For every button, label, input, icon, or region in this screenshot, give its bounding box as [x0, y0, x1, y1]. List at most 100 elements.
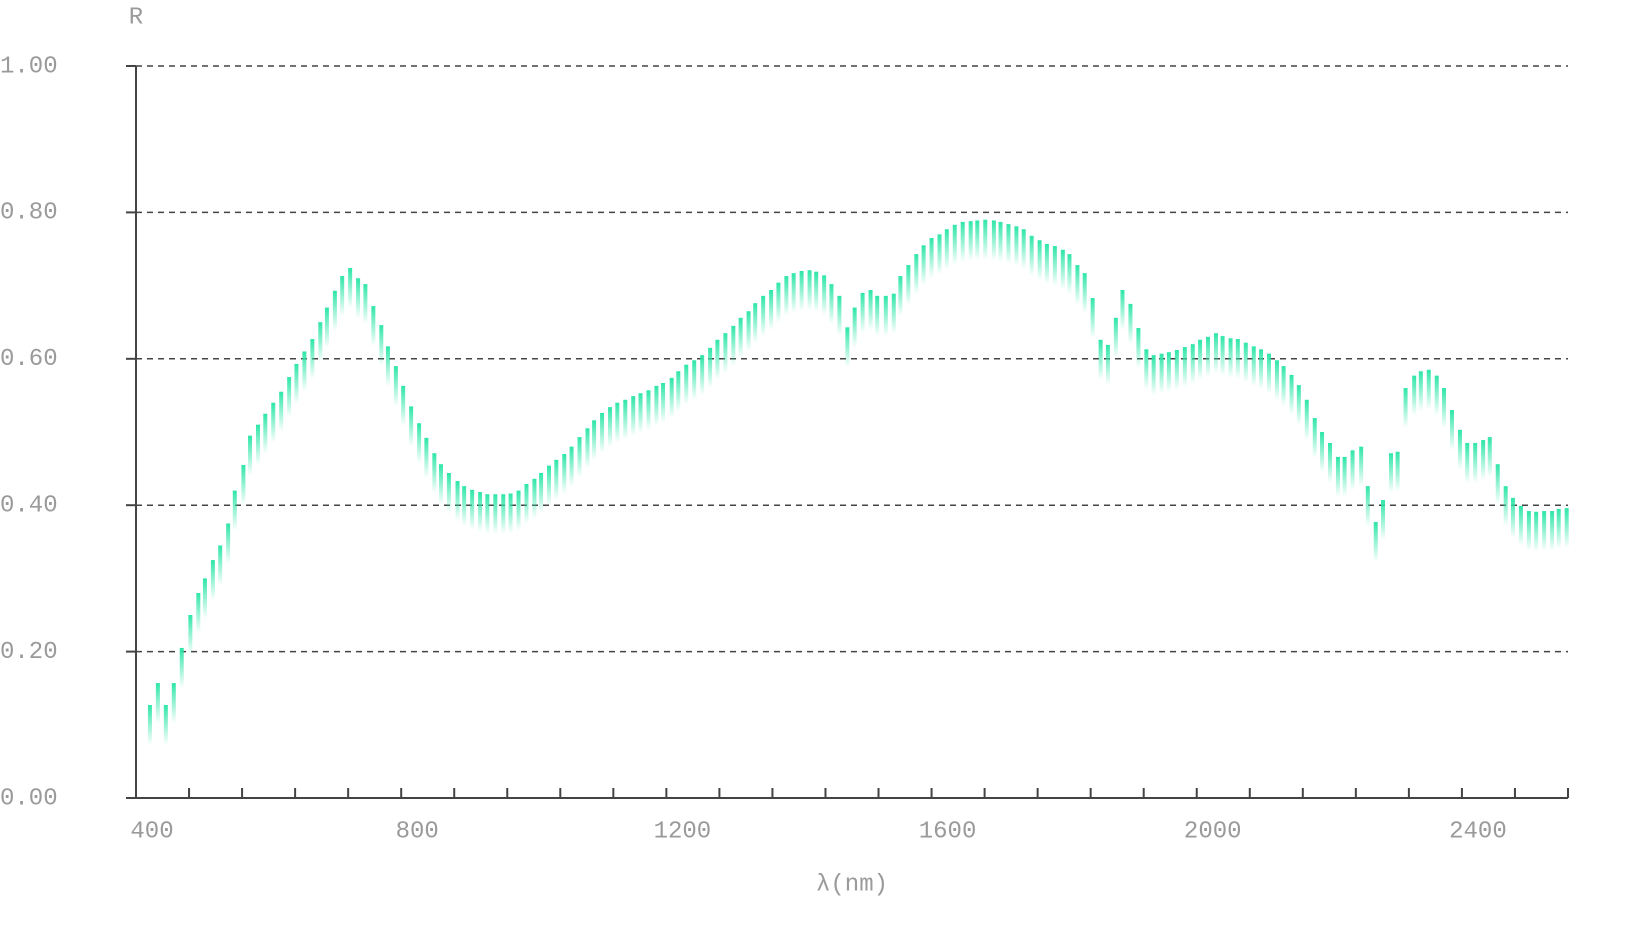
spectrum-column [1220, 336, 1225, 377]
spectrum-column [1105, 344, 1110, 385]
spectrum-column [1365, 486, 1370, 527]
spectrum-column [1098, 339, 1103, 380]
x-tick-label: 800 [396, 818, 439, 845]
spectrum-column [852, 307, 857, 348]
spectrum-column [302, 351, 307, 392]
spectrum-column [524, 483, 529, 524]
spectrum-column [1128, 303, 1133, 344]
x-tick-label: 1600 [919, 818, 977, 845]
spectrum-column [155, 683, 160, 724]
spectrum-column [547, 465, 552, 506]
spectrum-column [1395, 451, 1400, 492]
spectrum-column [363, 284, 368, 325]
spectrum-column [539, 472, 544, 513]
spectrum-column [944, 229, 949, 270]
spectrum-column [318, 322, 323, 363]
spectrum-column [799, 270, 804, 311]
spectrum-column [470, 489, 475, 530]
spectrum-column [1350, 450, 1355, 491]
spectrum-column [1327, 442, 1332, 483]
spectrum-column [1075, 265, 1080, 306]
spectrum-column [960, 221, 965, 262]
spectrum-column [998, 221, 1003, 262]
spectrum-column [1289, 374, 1294, 415]
spectrum-column [1037, 240, 1042, 281]
spectrum-column [478, 492, 483, 533]
spectrum-column [196, 593, 201, 634]
spectrum-column [493, 494, 498, 535]
spectrum-column [646, 390, 651, 431]
y-tick-label: 1.00 [0, 53, 58, 80]
spectrum-column [676, 371, 681, 412]
spectrum-column [340, 276, 345, 317]
spectrum-column [952, 224, 957, 265]
y-tick-label: 0.00 [0, 785, 58, 812]
spectrum-column [868, 289, 873, 330]
spectrum-column [623, 399, 628, 440]
spectrum-column [1136, 328, 1141, 369]
spectrum-column [1403, 388, 1408, 429]
spectrum-column [279, 391, 284, 432]
spectrum-column [409, 406, 414, 447]
spectrum-column [1267, 353, 1272, 394]
spectrum-column [1044, 243, 1049, 284]
spectrum-column [516, 490, 521, 531]
spectrum-column [532, 478, 537, 519]
spectrum-column [891, 293, 896, 334]
spectrum-column [715, 339, 720, 380]
spectrum-column [1518, 505, 1523, 546]
spectrum-column [1487, 437, 1492, 478]
spectrum-column [761, 295, 766, 336]
spectrum-column [1550, 511, 1555, 552]
spectrum-column [255, 424, 260, 465]
spectrum-column [1556, 508, 1561, 549]
spectrum-column [1243, 342, 1248, 383]
spectrum-column [600, 412, 605, 453]
spectrum-column [608, 407, 613, 448]
spectrum-column [455, 481, 460, 522]
spectrum-column [860, 292, 865, 333]
spectrum-column [731, 325, 736, 366]
spectrum-column [723, 333, 728, 374]
spectrum-column [914, 254, 919, 295]
spectrum-column [1426, 369, 1431, 410]
x-tick-label: 400 [130, 818, 173, 845]
spectrum-column [814, 271, 819, 312]
spectrum-column [753, 303, 758, 344]
spectrum-column [807, 270, 812, 311]
spectrum-column [271, 402, 276, 443]
spectrum-column [385, 346, 390, 387]
spectrum-column [1014, 226, 1019, 267]
spectrum-column [432, 453, 437, 494]
y-axis-label: R [129, 4, 143, 31]
spectrum-column [1457, 429, 1462, 470]
spectrum-column [393, 366, 398, 407]
spectrum-column [708, 347, 713, 388]
spectrum-column [424, 437, 429, 478]
spectrum-column [1449, 410, 1454, 451]
spectrum-column [1335, 456, 1340, 497]
spectrum-column [1235, 339, 1240, 380]
spectrum-column [822, 275, 827, 316]
spectrum-column [1144, 349, 1149, 390]
x-tick-label: 1200 [654, 818, 712, 845]
spectrum-column [501, 494, 506, 535]
spectrum-column [1304, 399, 1309, 440]
spectrum-column [983, 219, 988, 260]
spectrum-column [462, 486, 467, 527]
spectrum-column [654, 385, 659, 426]
spectrum-column [1174, 350, 1179, 391]
spectrum-column [147, 705, 152, 746]
spectrum-column [661, 382, 666, 423]
spectrum-column [929, 238, 934, 279]
spectrum-column [1251, 346, 1256, 387]
spectrum-column [1320, 432, 1325, 472]
spectrum-column [700, 355, 705, 396]
spectrum-column [310, 339, 315, 380]
spectrum-column [1381, 500, 1386, 541]
spectrum-column [776, 282, 781, 323]
spectrum-column [1151, 355, 1156, 396]
spectrum-column [1481, 440, 1486, 481]
spectrum-column [592, 420, 597, 461]
spectrum-column [1503, 486, 1508, 527]
